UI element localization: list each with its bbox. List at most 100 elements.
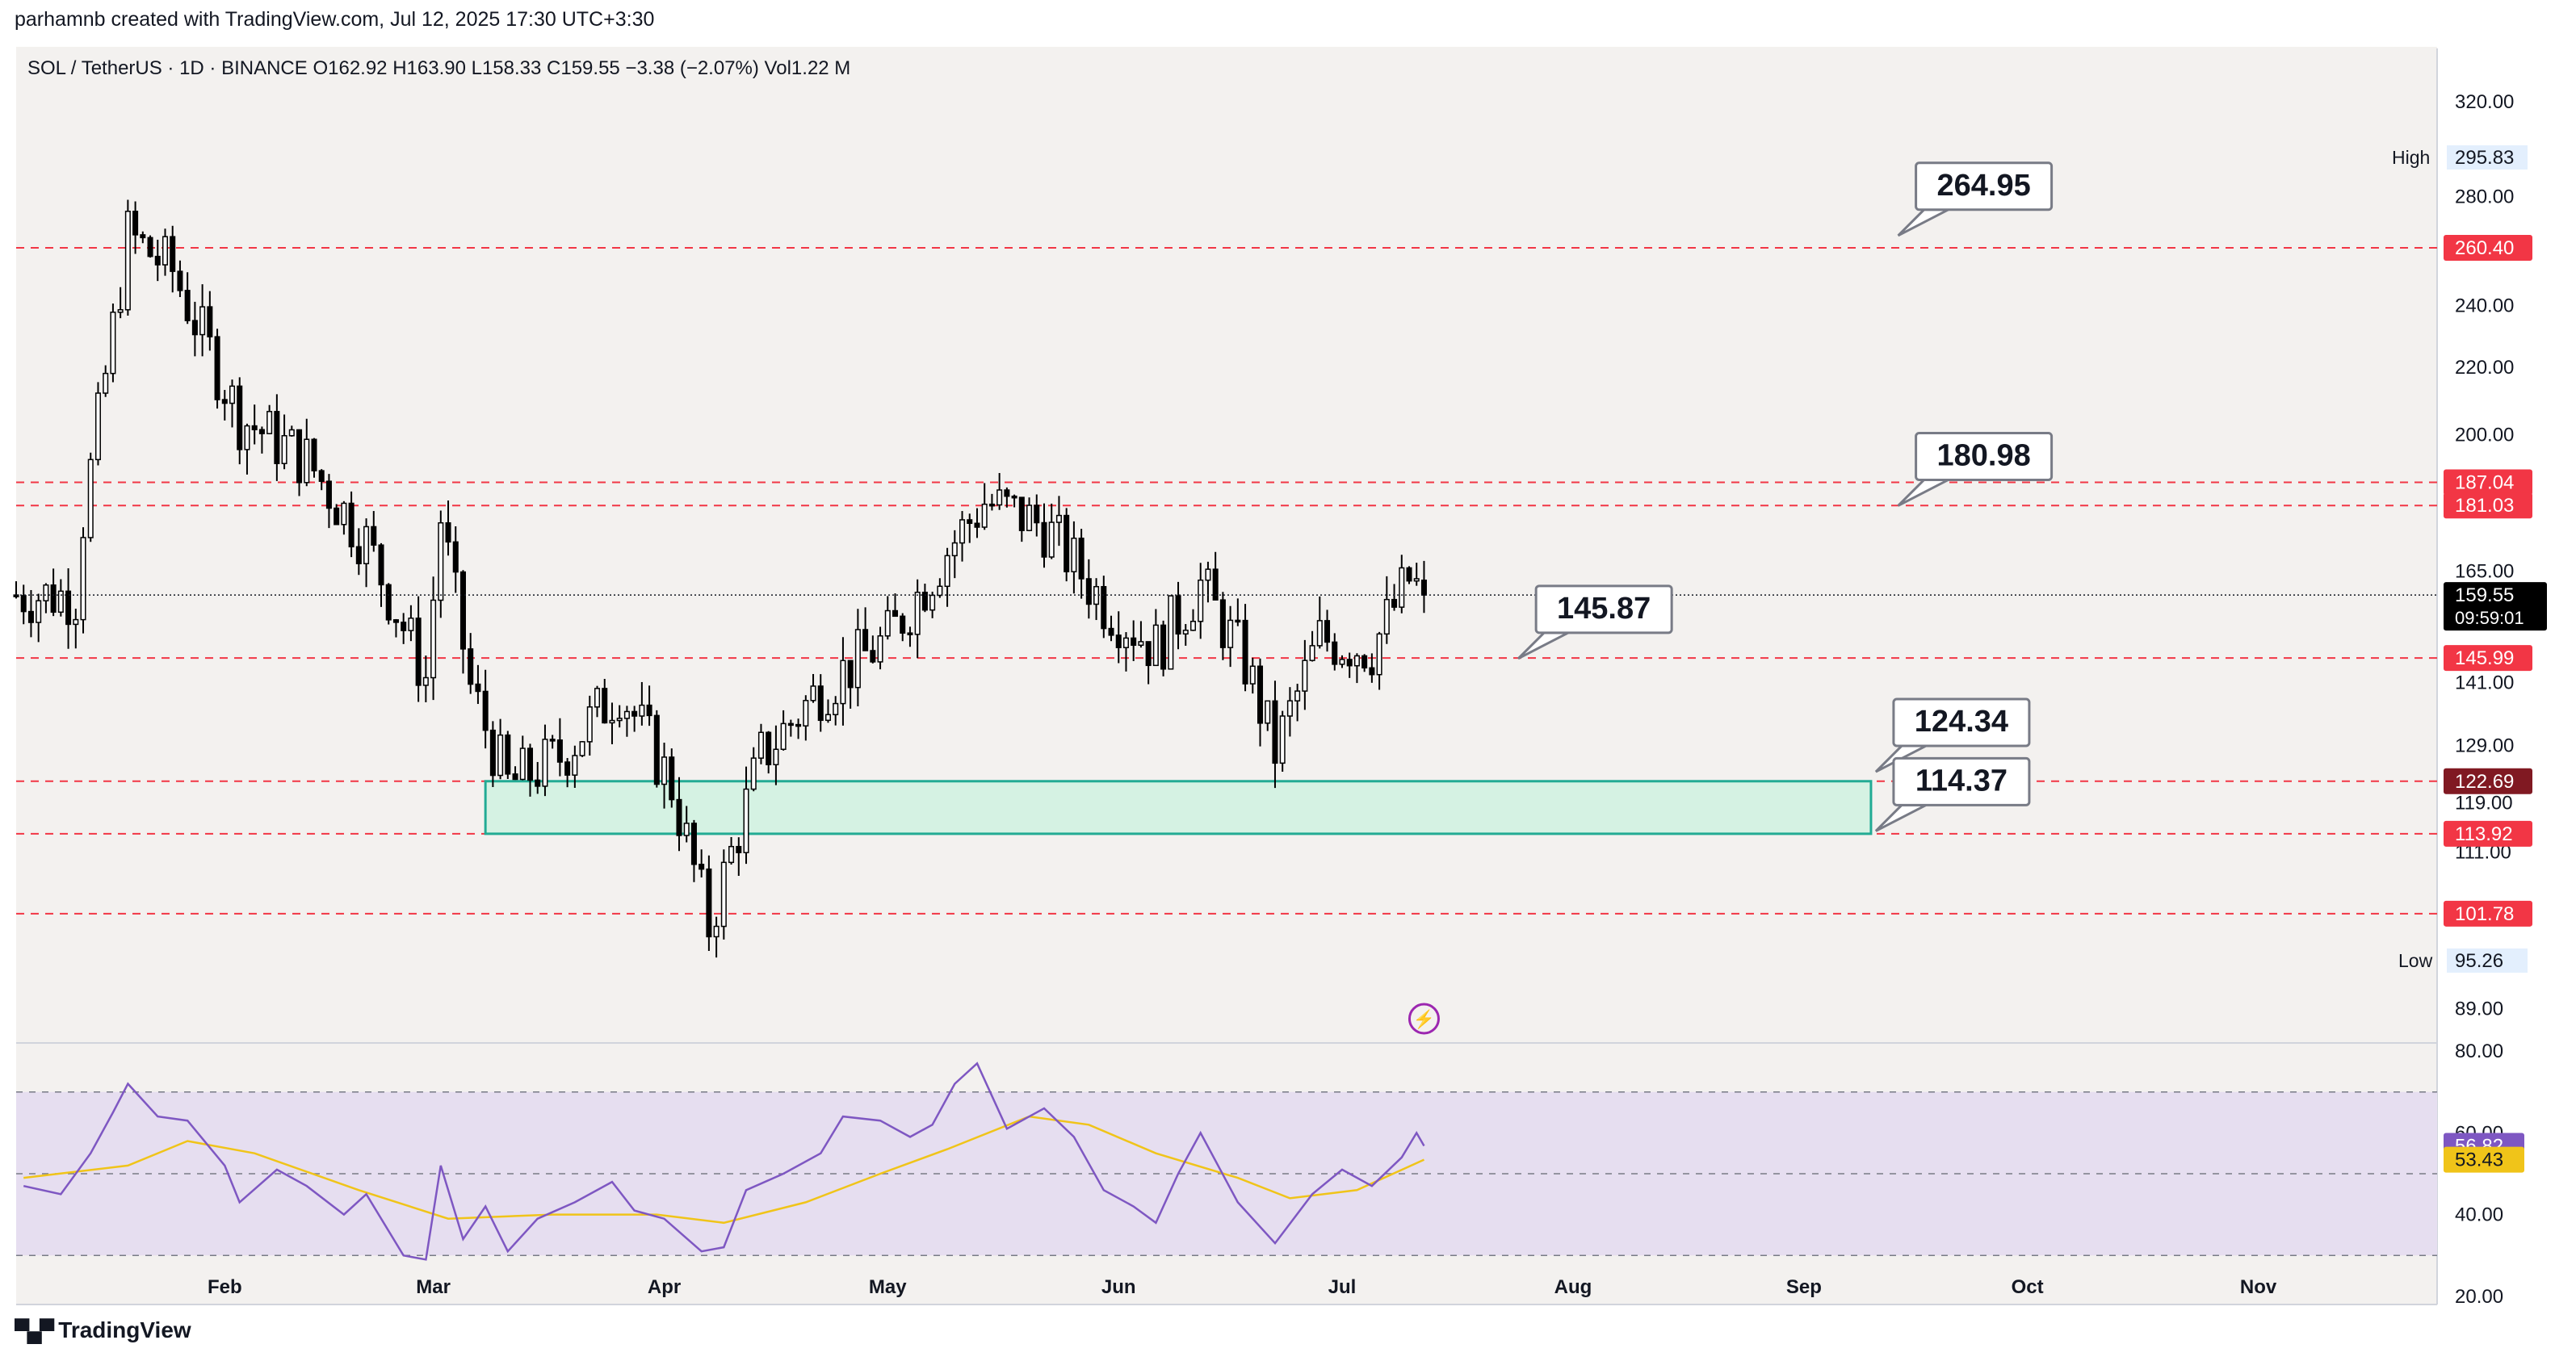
candle-body	[468, 648, 474, 685]
current-price-label: 159.55	[2455, 584, 2514, 606]
candle-body	[475, 683, 481, 693]
candle-body	[103, 372, 109, 394]
change-value: −3.38 (−2.07%)	[620, 57, 759, 79]
candle-body	[824, 714, 832, 722]
candle-body	[1071, 538, 1077, 572]
level-price-badge	[2444, 645, 2532, 672]
candle-body	[1369, 667, 1375, 676]
candle-body	[1138, 641, 1144, 647]
symbol-label: SOL / TetherUS · 1D · BINANCE	[27, 57, 308, 79]
candle-body	[699, 863, 705, 870]
price-tick-label: 89.00	[2455, 999, 2503, 1020]
candle-body	[371, 526, 377, 546]
candle-body	[854, 629, 861, 689]
candle-body	[229, 385, 236, 404]
candle-body	[1420, 580, 1427, 596]
candle-body	[244, 425, 250, 450]
lightning-icon	[1408, 1003, 1440, 1035]
candle-body	[803, 700, 809, 727]
candle-body	[117, 308, 124, 313]
price-tick-label: 119.00	[2455, 793, 2513, 815]
candle-body	[505, 734, 511, 775]
candle-body	[87, 459, 94, 538]
rsi-ma-value-label: 53.43	[2455, 1150, 2503, 1171]
candle-body	[937, 585, 943, 597]
candle-body	[609, 719, 615, 724]
candle-body	[325, 480, 332, 509]
candle-body	[795, 723, 802, 727]
candle-body	[438, 521, 444, 601]
candle-body	[817, 685, 824, 722]
price-tick-label: 165.00	[2455, 561, 2514, 583]
candle-body	[43, 584, 49, 601]
close-value: C159.55	[541, 57, 619, 79]
candle-body	[1353, 655, 1360, 667]
candle-body	[988, 503, 995, 507]
candle-body	[401, 622, 407, 631]
candle-body	[1048, 521, 1055, 558]
candle-body	[27, 610, 34, 623]
callout-label: 264.95	[1936, 169, 2030, 203]
callout-box	[1534, 584, 1673, 634]
candle-body	[944, 555, 950, 588]
candle-body	[564, 761, 571, 776]
candle-body	[1346, 659, 1353, 667]
candle-body	[162, 236, 169, 266]
candle-body	[1131, 637, 1137, 647]
level-price-badge	[2444, 820, 2532, 847]
candle-body	[459, 571, 466, 650]
candle-body	[1249, 665, 1256, 685]
candle-body	[80, 537, 86, 621]
candle-body	[140, 234, 146, 239]
rsi-line	[23, 1062, 1425, 1261]
candle-body	[430, 599, 437, 679]
low-value-badge	[2447, 948, 2528, 973]
candle-body	[408, 618, 414, 631]
candle-body	[884, 609, 891, 637]
level-price-badge	[2444, 900, 2532, 927]
candle-body	[1011, 495, 1017, 499]
candle-body	[274, 411, 280, 464]
candle-body	[921, 592, 928, 611]
brand-footer[interactable]: ▀▄▀ TradingView	[15, 1317, 191, 1343]
candle-body	[1383, 598, 1390, 635]
candle-body	[907, 632, 913, 635]
candle-body	[452, 541, 459, 573]
candle-body	[713, 925, 720, 938]
candle-body	[170, 236, 176, 272]
candle-body	[207, 306, 213, 337]
candle-body	[57, 590, 64, 613]
candle-body	[1332, 641, 1338, 665]
candle-body	[415, 618, 422, 686]
price-tick-label: 141.00	[2455, 672, 2514, 694]
candle-body	[1302, 660, 1308, 692]
candle-body	[1286, 700, 1293, 717]
price-tick-label: 220.00	[2455, 357, 2514, 379]
price-tick-label: 240.00	[2455, 295, 2514, 317]
callout-label: 180.98	[1936, 438, 2030, 472]
candle-body	[1376, 633, 1382, 676]
candle-body	[631, 710, 638, 717]
candle-body	[1018, 496, 1025, 531]
candle-body	[378, 544, 384, 586]
candle-body	[221, 399, 228, 404]
candle-body	[646, 704, 652, 717]
time-tick-label: Sep	[1786, 1276, 1822, 1298]
candle-body	[1004, 489, 1010, 497]
candle-body	[348, 502, 355, 548]
candle-body	[154, 255, 161, 266]
brand-name: TradingView	[58, 1317, 191, 1342]
candle-body	[870, 650, 876, 663]
candle-body	[572, 755, 578, 776]
candle-body	[967, 519, 973, 525]
candle-body	[683, 823, 690, 836]
candle-body	[914, 592, 921, 635]
candle-body	[929, 594, 936, 611]
low-value: L158.33	[466, 57, 541, 79]
level-price-badge	[2444, 492, 2532, 519]
candle-body	[392, 619, 399, 623]
time-tick-label: Nov	[2240, 1276, 2277, 1298]
candle-body	[318, 470, 325, 482]
candle-body	[892, 609, 899, 618]
